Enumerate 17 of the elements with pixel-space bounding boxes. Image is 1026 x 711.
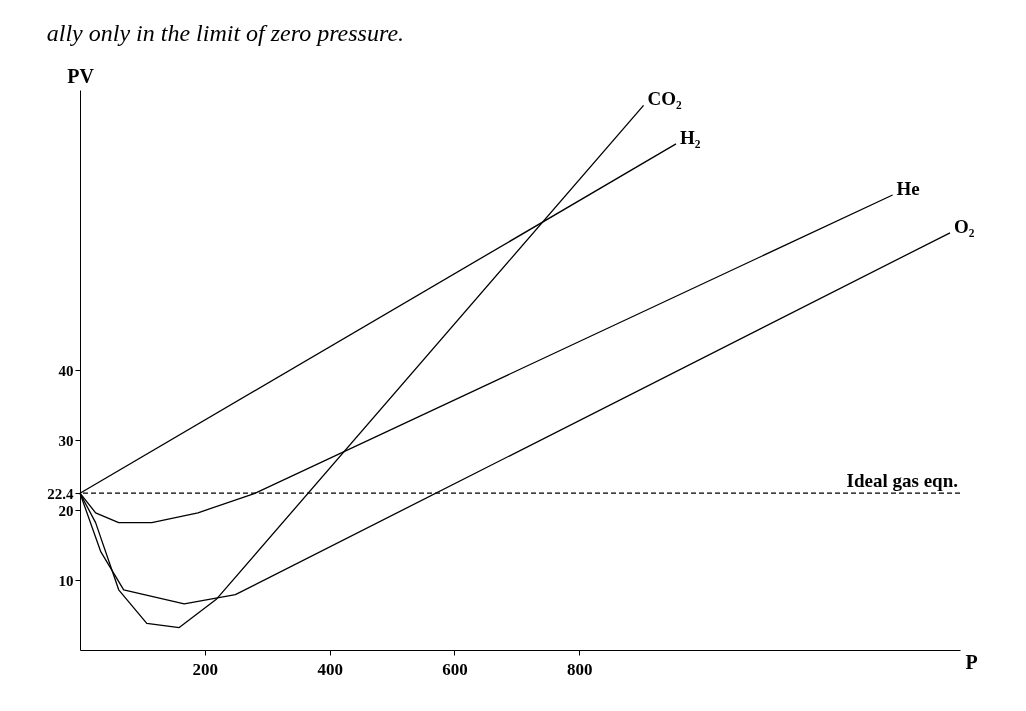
x-tick-label: 800	[567, 659, 593, 679]
x-tick-label: 200	[192, 659, 219, 679]
y-tick-label: 40	[58, 362, 74, 379]
y-tick-label: 22.4	[47, 485, 74, 502]
series-label: He	[896, 178, 920, 199]
x-axis-title: P	[965, 650, 978, 673]
x-tick-label: 400	[317, 659, 343, 679]
series-label: O₂	[954, 215, 975, 237]
text: ally only in the limit of zero pressure.	[46, 20, 405, 46]
series-label: CO₂	[647, 88, 683, 110]
y-tick-label: 10	[58, 572, 74, 589]
series-label: H₂	[680, 126, 701, 148]
y-tick-label: 20	[58, 502, 74, 519]
ref-line-label: Ideal gas eqn.	[846, 470, 958, 492]
y-tick-label: 30	[58, 432, 74, 449]
x-tick-label: 600	[442, 659, 468, 679]
y-axis-title: PV	[67, 64, 95, 87]
